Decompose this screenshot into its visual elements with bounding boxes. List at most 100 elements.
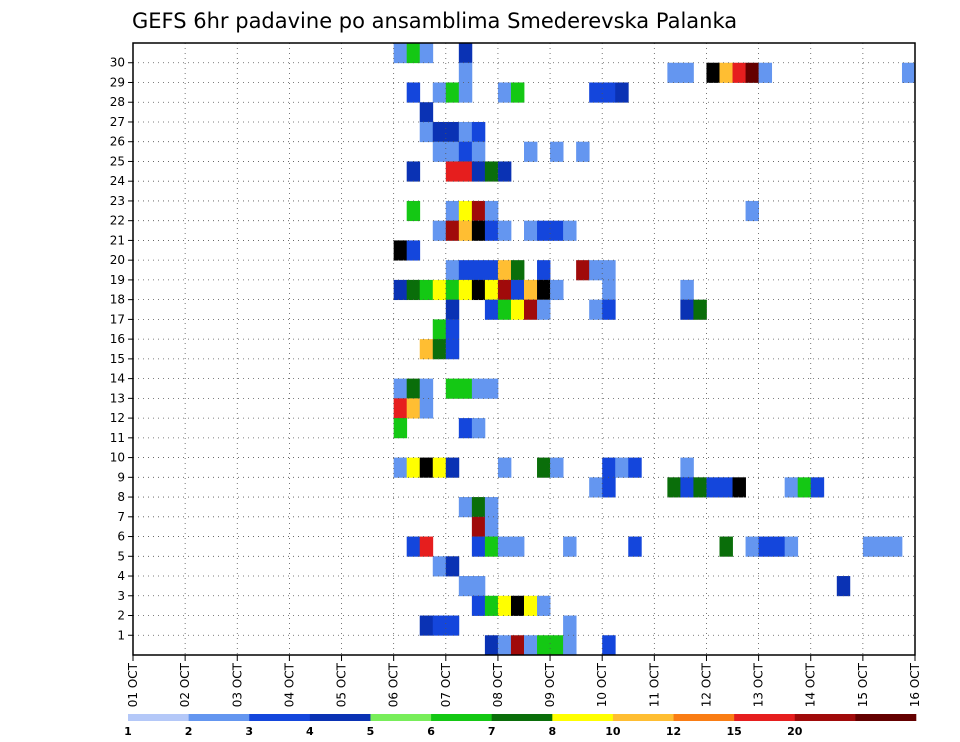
heatmap-cell xyxy=(537,260,551,281)
heatmap-cell xyxy=(497,536,512,557)
colorbar-swatch xyxy=(309,714,371,721)
y-tick-label: 25 xyxy=(110,154,125,168)
heatmap-cell xyxy=(719,477,733,498)
heatmap-cell xyxy=(537,220,551,241)
x-tick-label: 06 OCT xyxy=(387,662,401,707)
heatmap-cell xyxy=(432,220,447,241)
x-tick-label: 04 OCT xyxy=(282,662,296,707)
x-tick-label: 08 OCT xyxy=(491,662,505,707)
heatmap-cell xyxy=(510,260,525,281)
heatmap-cell xyxy=(484,635,499,656)
heatmap-cell xyxy=(589,82,603,103)
heatmap-cell xyxy=(563,536,577,557)
heatmap-cell xyxy=(524,595,538,616)
heatmap-cell xyxy=(471,260,486,281)
heatmap-cell xyxy=(484,161,499,182)
heatmap-cell xyxy=(524,279,538,301)
y-axis: 1234567891011121314151617181920212223242… xyxy=(110,56,133,642)
x-tick-label: 10 OCT xyxy=(595,662,609,707)
colorbar-swatch xyxy=(855,714,917,721)
heatmap-cell xyxy=(432,615,447,636)
heatmap-cell xyxy=(537,457,551,478)
heatmap-cell xyxy=(537,595,551,616)
heatmap-cell xyxy=(524,635,538,656)
colorbar-label: 8 xyxy=(548,725,556,738)
heatmap-cell xyxy=(432,141,447,162)
heatmap-cell xyxy=(484,497,499,518)
heatmap-cell xyxy=(406,161,421,182)
y-tick-label: 9 xyxy=(117,470,125,484)
heatmap-cell xyxy=(497,279,512,301)
heatmap-cell xyxy=(419,121,434,143)
heatmap-cell xyxy=(497,635,512,656)
colorbar-swatch xyxy=(370,714,432,721)
y-tick-label: 29 xyxy=(110,75,125,89)
heatmap-cell xyxy=(432,556,447,577)
heatmap-cell xyxy=(458,200,473,222)
y-tick-label: 27 xyxy=(110,115,125,129)
heatmap-cell xyxy=(406,536,421,557)
y-tick-label: 8 xyxy=(117,490,125,504)
colorbar: 1 2 3 4 5 6 7 8 10 12 15 20 xyxy=(124,714,917,738)
heatmap-cell xyxy=(458,497,473,518)
heatmap-cell xyxy=(550,279,564,301)
x-tick-label: 02 OCT xyxy=(178,662,192,707)
heatmap-cell xyxy=(602,457,616,478)
heatmap-cell xyxy=(589,477,603,498)
heatmap-cell xyxy=(719,536,733,557)
heatmap-cell xyxy=(797,477,812,498)
heatmap-cell xyxy=(458,82,473,103)
heatmap-cell xyxy=(497,595,512,616)
heatmap-cell xyxy=(458,378,473,399)
heatmap-cell xyxy=(667,477,681,498)
colorbar-label: 7 xyxy=(488,725,496,738)
heatmap-cell xyxy=(693,299,707,320)
heatmap-cell xyxy=(784,536,799,557)
colorbar-label: 1 xyxy=(124,725,132,738)
y-tick-label: 17 xyxy=(110,312,125,326)
heatmap-cell xyxy=(445,457,460,478)
heatmap-cell xyxy=(406,279,421,301)
heatmap-cell xyxy=(445,82,460,103)
heatmap-cell xyxy=(628,536,642,557)
heatmap-cell xyxy=(706,477,720,498)
heatmap-cell xyxy=(393,240,408,261)
heatmap-cell xyxy=(419,398,434,419)
heatmap-cell xyxy=(406,200,421,222)
y-tick-label: 3 xyxy=(117,589,125,603)
heatmap-cell xyxy=(406,240,421,261)
y-tick-label: 10 xyxy=(110,451,125,465)
x-tick-label: 01 OCT xyxy=(126,662,140,707)
colorbar-label: 6 xyxy=(427,725,435,738)
heatmap-cell xyxy=(602,635,616,656)
heatmap-cell xyxy=(458,141,473,162)
heatmap-cells xyxy=(393,43,916,656)
heatmap-cell xyxy=(484,279,499,301)
heatmap-cell xyxy=(576,260,590,281)
heatmap-cell xyxy=(471,418,486,439)
heatmap-cell xyxy=(484,299,499,320)
heatmap-cell xyxy=(458,279,473,301)
heatmap-cell xyxy=(784,477,799,498)
heatmap-cell xyxy=(393,418,408,439)
heatmap-cell xyxy=(419,43,434,64)
heatmap-cell xyxy=(445,378,460,399)
heatmap-cell xyxy=(471,516,486,537)
heatmap-cell xyxy=(537,635,551,656)
heatmap-cell xyxy=(680,279,694,301)
heatmap-cell xyxy=(706,62,720,83)
heatmap-cell xyxy=(628,457,642,478)
heatmap-cell xyxy=(471,161,486,182)
heatmap-cell xyxy=(862,536,877,557)
colorbar-label: 2 xyxy=(185,725,193,738)
y-tick-label: 12 xyxy=(110,411,125,425)
heatmap-cell xyxy=(445,279,460,301)
colorbar-swatch xyxy=(431,714,492,721)
heatmap-cell xyxy=(458,576,473,597)
heatmap-cell xyxy=(445,615,460,636)
grid-lines xyxy=(133,43,915,655)
heatmap-cell xyxy=(602,279,616,301)
heatmap-cell xyxy=(406,457,421,478)
heatmap-cell xyxy=(419,279,434,301)
heatmap-cell xyxy=(888,536,903,557)
